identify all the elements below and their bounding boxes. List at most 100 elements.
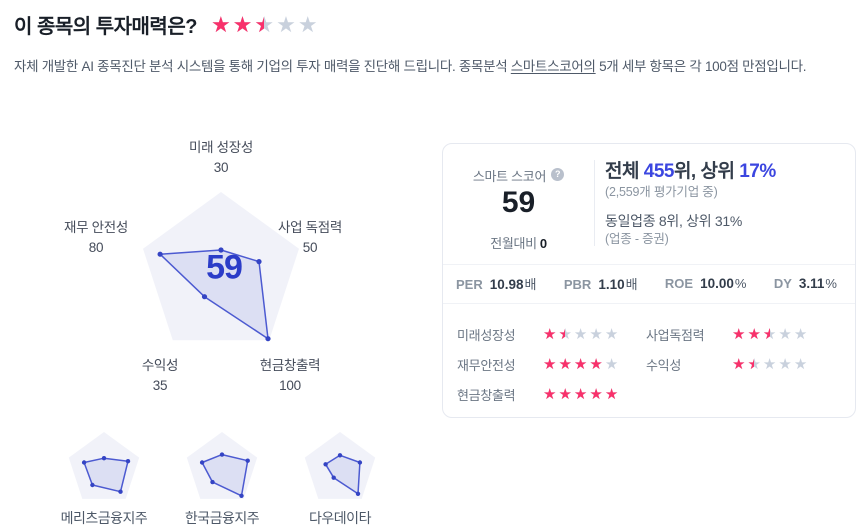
rating-item: 수익성★★★★★★★★★★ (646, 355, 847, 374)
star-icon: ★★ (210, 12, 231, 38)
metric-value: 3.11% (798, 276, 837, 291)
overall-rank: 전체 455위, 상위 17% (605, 160, 845, 184)
month-over-month: 전월대비 0 (443, 233, 594, 252)
peer-stock-name: 한국금융지주 (184, 510, 260, 526)
rating-label: 사업독점력 (646, 327, 705, 343)
star-icon: ★★ (732, 324, 746, 343)
axis-value: 100 (279, 378, 301, 393)
page-title: 이 종목의 투자매력은? (14, 16, 197, 38)
star-icon: ★★ (589, 324, 603, 343)
category-ratings-grid: 미래성장성★★★★★★★★★★사업독점력★★★★★★★★★★재무안전성★★★★★… (457, 319, 847, 409)
peer-item[interactable]: 메리츠금융지주 (56, 428, 152, 528)
rating-item: 사업독점력★★★★★★★★★★ (646, 325, 847, 344)
rating-item: 재무안전성 ★★★★★★★★★★ (457, 355, 646, 374)
metric-unit: % (734, 276, 747, 291)
peer-radar-chart (304, 432, 376, 499)
star-icon: ★★ (543, 384, 557, 403)
star-icon: ★★ (732, 354, 746, 373)
rating-label: 수익성 (646, 357, 681, 373)
industry-rank: 동일업종 8위, 상위 31% (605, 213, 743, 229)
rating-label: 현금창출력 (457, 387, 516, 403)
rating-label: 미래성장성 (457, 327, 516, 343)
metric-unit: 배 (625, 277, 638, 292)
axis-name: 수익성 (141, 358, 179, 373)
radar-axis-label: 현금창출력 100 (260, 356, 321, 396)
mom-value: 0 (539, 236, 547, 251)
vertical-divider (594, 160, 595, 246)
star-icon: ★★ (762, 354, 777, 373)
peer-item[interactable]: 다우데이타 (292, 428, 388, 528)
peer-radar-chart (68, 432, 140, 499)
rating-label: 재무안전성 (457, 357, 516, 373)
star-icon: ★★ (543, 324, 557, 343)
description-part2: 5개 세부 항목은 각 100점 만점입니다. (595, 59, 807, 74)
rating-stars: ★★★★★★★★★★ (543, 384, 619, 403)
metric-roe: ROE 10.00% (665, 275, 747, 293)
overall-star-rating: ★★★★★★★★★★ (210, 12, 318, 38)
star-icon: ★★ (604, 324, 619, 343)
axis-value: 35 (152, 378, 168, 393)
axis-name: 미래 성장성 (188, 140, 254, 155)
star-icon: ★★ (778, 354, 792, 373)
star-icon: ★★ (558, 354, 572, 373)
metric-label: DY (773, 276, 792, 291)
star-icon: ★★ (558, 384, 572, 403)
star-icon: ★★ (747, 324, 761, 343)
metric-dy: DY 3.11% (774, 275, 837, 293)
metric-pbr: PBR 1.10배 (564, 274, 638, 294)
metric-per: PER 10.98배 (456, 274, 537, 294)
description-part1: 자체 개발한 AI 종목진단 분석 시스템을 통해 기업의 투자 매력을 진단해… (14, 59, 511, 74)
star-icon: ★★ (543, 354, 557, 373)
rank-number: 455 (643, 161, 675, 182)
star-icon: ★★ (747, 354, 761, 373)
rating-stars: ★★★★★★★★★★ (543, 324, 619, 343)
peer-item[interactable]: 한국금융지주 (174, 428, 270, 528)
star-icon: ★★ (573, 354, 588, 373)
score-column: 스마트 스코어? 59 전월대비 0 (443, 144, 594, 264)
axis-name: 현금창출력 (259, 358, 321, 373)
smart-score-label: 스마트 스코어 (472, 169, 547, 184)
radar-axis-label: 사업 독점력 50 (278, 218, 342, 258)
metric-value: 1.10배 (598, 277, 638, 292)
rank-pre: 전체 (605, 161, 644, 182)
star-icon: ★★ (573, 384, 588, 403)
metric-label: PER (456, 277, 483, 292)
radar-axis-label: 미래 성장성 30 (189, 138, 253, 178)
smart-score-radar-chart: 59 미래 성장성 30 사업 독점력 50 현금창출력 100 수익성 35 재무 안전성 80 (36, 118, 416, 408)
axis-value: 30 (213, 160, 229, 175)
rank-subtext: (2,559개 평가기업 중) (605, 185, 718, 199)
star-icon: ★★ (297, 12, 318, 38)
axis-value: 80 (88, 240, 104, 255)
star-icon: ★★ (604, 384, 619, 403)
star-icon: ★★ (573, 324, 588, 343)
star-icon: ★★ (778, 324, 792, 343)
smartscore-term-link[interactable]: 스마트스코어의 (510, 59, 596, 74)
peer-stock-name: 메리츠금융지주 (60, 510, 148, 526)
rating-stars: ★★★★★★★★★★ (543, 354, 618, 373)
star-icon: ★★ (762, 324, 777, 343)
description-text: 자체 개발한 AI 종목진단 분석 시스템을 통해 기업의 투자 매력을 진단해… (14, 55, 807, 75)
axis-value: 50 (302, 240, 318, 255)
star-icon: ★★ (254, 12, 275, 38)
star-icon: ★★ (793, 354, 808, 373)
help-icon[interactable]: ? (551, 167, 565, 181)
metric-unit: % (825, 276, 837, 291)
radar-pentagon-icon (143, 192, 299, 342)
rank-mid: 위, 상위 (673, 161, 740, 182)
smart-score-value: 59 (501, 186, 536, 219)
header: 이 종목의 투자매력은? ★★★★★★★★★★ (14, 10, 318, 39)
metric-label: PBR (563, 277, 592, 292)
axis-name: 재무 안전성 (63, 220, 129, 235)
smart-score-card: 스마트 스코어? 59 전월대비 0 전체 455위, 상위 17% (2,559… (442, 143, 856, 418)
star-icon: ★★ (232, 12, 253, 38)
metric-label: ROE (664, 276, 694, 291)
radar-axis-label: 수익성 35 (141, 356, 179, 396)
axis-name: 사업 독점력 (277, 220, 343, 235)
peer-radar-chart (186, 432, 258, 499)
star-icon: ★★ (589, 354, 603, 373)
valuation-metrics-row: PER 10.98배 PBR 1.10배 ROE 10.00% DY 3.11% (443, 264, 855, 304)
peer-stock-name: 다우데이타 (309, 510, 371, 526)
rating-item: 현금창출력 ★ ★ ★ ★ ★ ★ ★ ★ ★ ★ (457, 385, 646, 404)
rank-percent: 17% (739, 161, 776, 182)
star-icon: ★★ (558, 324, 572, 343)
